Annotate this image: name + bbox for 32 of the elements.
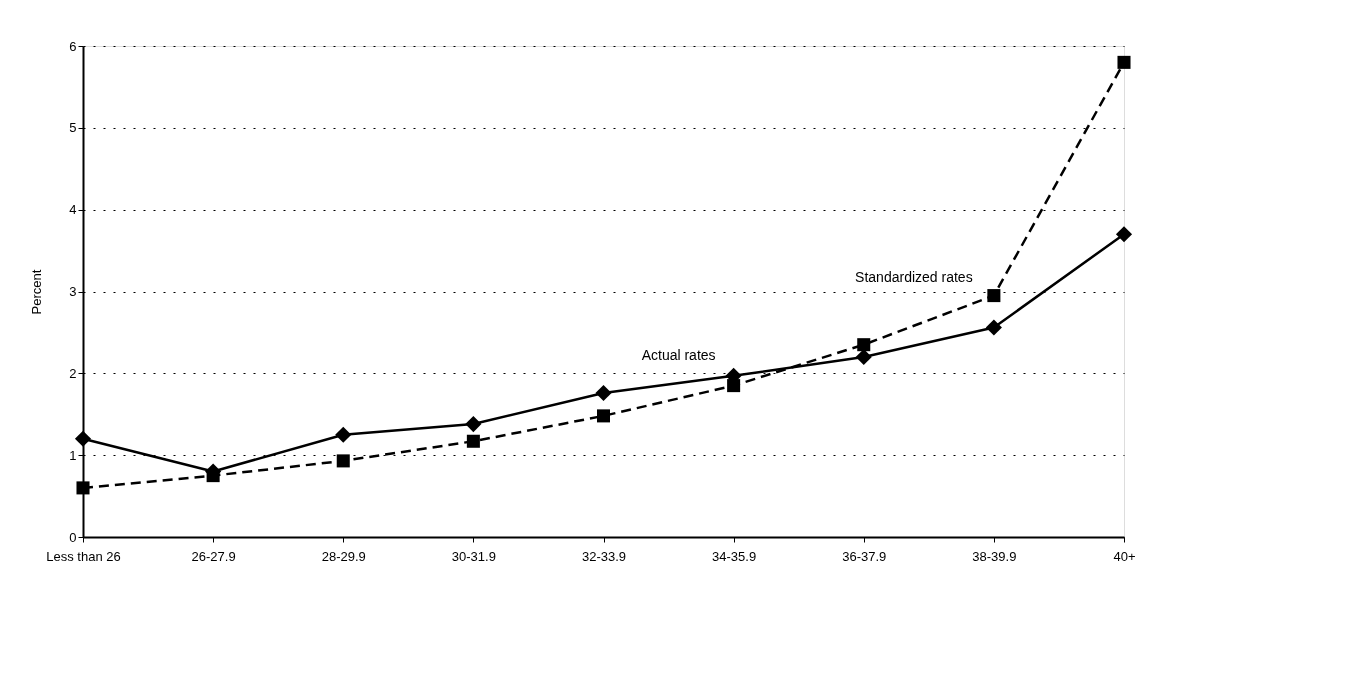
point bbox=[985, 319, 1002, 336]
point bbox=[596, 409, 611, 423]
y-tick-label: 5 bbox=[69, 120, 77, 136]
point bbox=[336, 454, 350, 468]
point bbox=[465, 416, 482, 433]
series-label: Actual rates bbox=[641, 346, 716, 363]
point bbox=[987, 289, 1001, 303]
point bbox=[74, 430, 92, 447]
series-label: Standardized rates bbox=[855, 268, 973, 285]
point bbox=[857, 338, 871, 352]
y-tick-label: 6 bbox=[69, 38, 77, 54]
y-tick-label: 3 bbox=[69, 284, 77, 299]
point bbox=[76, 481, 90, 495]
x-tick-label: 34-35.9 bbox=[712, 548, 757, 564]
x-tick-label: 28-29.9 bbox=[321, 548, 366, 564]
x-tick-label: 38-39.9 bbox=[972, 548, 1017, 564]
point bbox=[335, 426, 352, 443]
point bbox=[466, 434, 480, 448]
x-tick-label: 32-33.9 bbox=[581, 548, 627, 564]
x-tick-label: Less than 26 bbox=[46, 548, 121, 564]
y-tick-label: 2 bbox=[69, 365, 77, 381]
y-tick-label: 4 bbox=[69, 202, 77, 218]
x-tick-label: 36-37.9 bbox=[842, 548, 887, 564]
point bbox=[595, 384, 612, 402]
x-tick-label: 40+ bbox=[1113, 548, 1136, 564]
x-tick-label: 30-31.9 bbox=[451, 548, 496, 564]
y-axis-title: Percent bbox=[29, 269, 45, 315]
point bbox=[1117, 55, 1131, 69]
y-tick-label: 0 bbox=[69, 529, 77, 545]
x-tick-label: 26-27.9 bbox=[191, 548, 236, 564]
y-tick-label: 1 bbox=[69, 447, 77, 463]
point bbox=[1115, 226, 1133, 243]
